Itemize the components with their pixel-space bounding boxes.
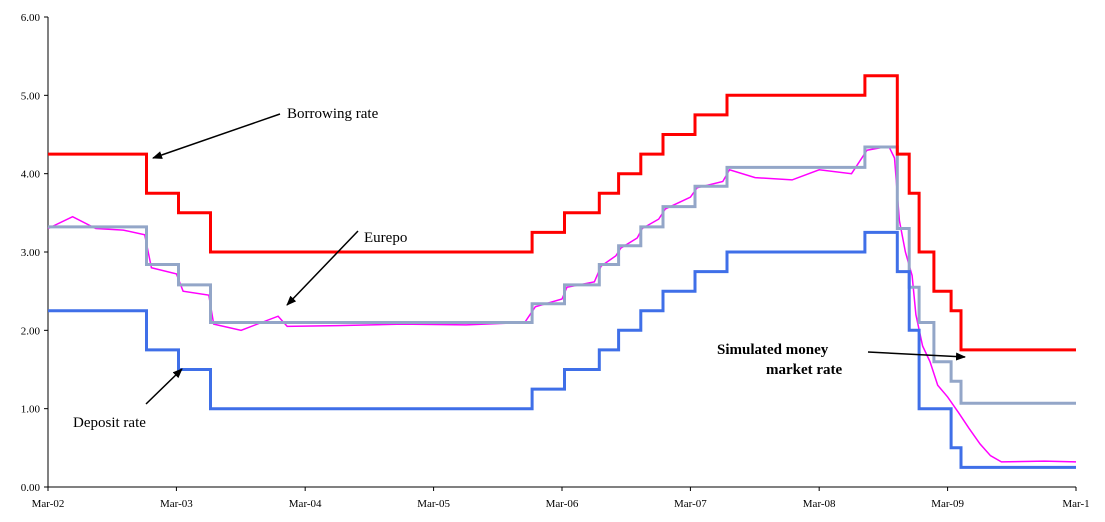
x-tick-label: Mar-09: [931, 498, 964, 510]
series-line-borrowing-rate: [48, 74, 1076, 352]
x-tick-label: Mar-05: [417, 498, 450, 510]
y-tick-label: 2.00: [21, 325, 41, 337]
series-layer: [47, 74, 1077, 469]
annotation-borrowing-rate: Borrowing rate: [287, 106, 379, 122]
y-tick-label: 3.00: [21, 247, 41, 259]
y-tick-label: 0.00: [21, 482, 41, 494]
annotation-deposit-rate: Deposit rate: [73, 415, 146, 431]
annotation-simulated-line1: Simulated money: [717, 342, 829, 358]
annotations: Borrowing rate Eurepo Deposit rate Simul…: [73, 106, 966, 431]
arrow-borrowing-rate: [152, 113, 281, 159]
x-tick-label: Mar-02: [32, 498, 65, 510]
x-tick-label: Mar-08: [803, 498, 836, 510]
x-tick-label: Mar-1: [1062, 498, 1089, 510]
y-tick-label: 1.00: [21, 404, 41, 416]
annotation-simulated-line2: market rate: [766, 362, 843, 378]
series-line-simulated-money-market-rate: [48, 145, 1076, 405]
x-tick-label: Mar-03: [160, 498, 193, 510]
arrow-eurepo: [286, 230, 359, 306]
x-tick-label: Mar-07: [674, 498, 707, 510]
arrow-simulated: [867, 351, 966, 361]
x-ticks: Mar-02 Mar-03 Mar-04 Mar-05 Mar-06 Mar-07 Mar-…: [32, 487, 1090, 510]
annotation-eurepo: Eurepo: [364, 230, 407, 246]
x-tick-label: Mar-04: [289, 498, 322, 510]
arrow-deposit-rate: [145, 368, 183, 405]
x-tick-label: Mar-06: [546, 498, 579, 510]
y-tick-label: 4.00: [21, 169, 41, 181]
series-line-deposit-rate: [48, 230, 1076, 469]
y-tick-label: 6.00: [21, 12, 41, 24]
y-ticks: 0.00 1.00 2.00 3.00 4.00 5.00 6.00: [21, 12, 48, 494]
y-tick-label: 5.00: [21, 90, 41, 102]
